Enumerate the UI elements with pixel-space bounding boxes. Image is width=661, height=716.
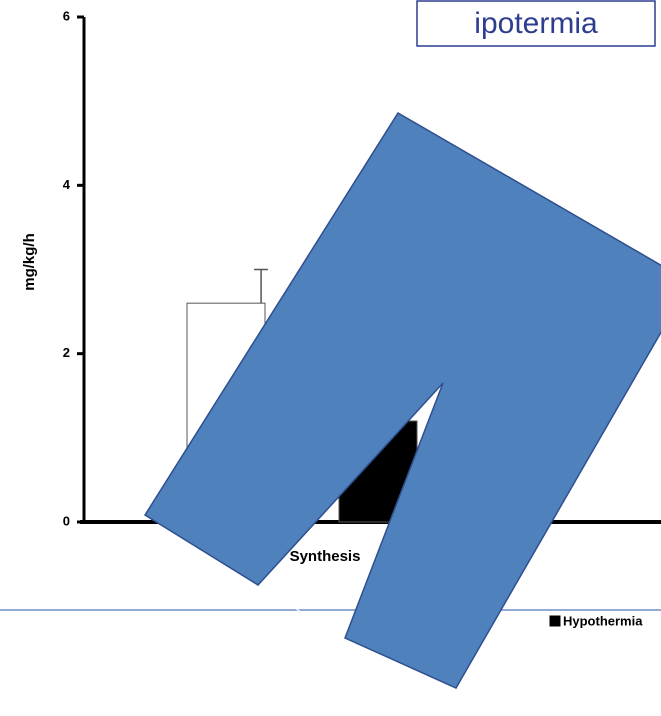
y-tick-label: 4: [63, 177, 71, 192]
legend-label: Hypothermia: [563, 613, 643, 628]
overlay-gap: [258, 585, 345, 638]
x-tick-label: Synthesis: [290, 548, 361, 565]
y-axis-label: mg/kg/h: [21, 233, 38, 291]
legend-swatch: [549, 615, 561, 627]
y-tick-label: 2: [63, 345, 70, 360]
annotation: ipotermia: [474, 7, 598, 40]
annotation-box: [416, 0, 656, 47]
y-tick-label: 0: [63, 513, 70, 528]
overlay-shape: [143, 111, 661, 689]
y-tick-label: 6: [63, 8, 70, 23]
